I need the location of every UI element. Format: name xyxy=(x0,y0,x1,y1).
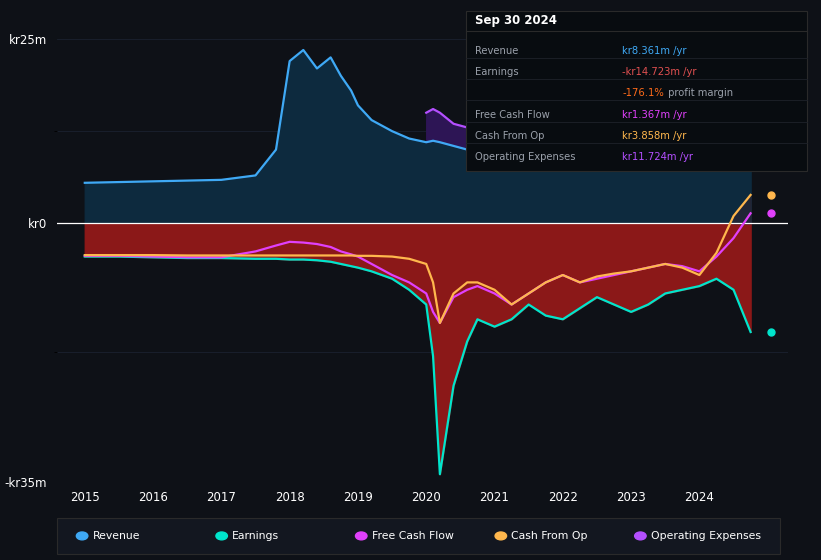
Text: kr1.367m /yr: kr1.367m /yr xyxy=(622,110,687,120)
Text: Cash From Op: Cash From Op xyxy=(475,131,544,141)
Text: Operating Expenses: Operating Expenses xyxy=(475,152,575,162)
Text: -kr14.723m /yr: -kr14.723m /yr xyxy=(622,67,697,77)
Text: profit margin: profit margin xyxy=(665,88,733,99)
Text: Revenue: Revenue xyxy=(93,531,140,541)
Text: kr11.724m /yr: kr11.724m /yr xyxy=(622,152,693,162)
Text: kr8.361m /yr: kr8.361m /yr xyxy=(622,46,687,56)
Text: Operating Expenses: Operating Expenses xyxy=(651,531,761,541)
Text: Free Cash Flow: Free Cash Flow xyxy=(372,531,454,541)
Text: Earnings: Earnings xyxy=(232,531,279,541)
Text: -176.1%: -176.1% xyxy=(622,88,664,99)
Text: Free Cash Flow: Free Cash Flow xyxy=(475,110,549,120)
Text: Sep 30 2024: Sep 30 2024 xyxy=(475,14,557,27)
Text: Revenue: Revenue xyxy=(475,46,518,56)
Text: Earnings: Earnings xyxy=(475,67,518,77)
Text: kr3.858m /yr: kr3.858m /yr xyxy=(622,131,686,141)
Text: Cash From Op: Cash From Op xyxy=(511,531,588,541)
